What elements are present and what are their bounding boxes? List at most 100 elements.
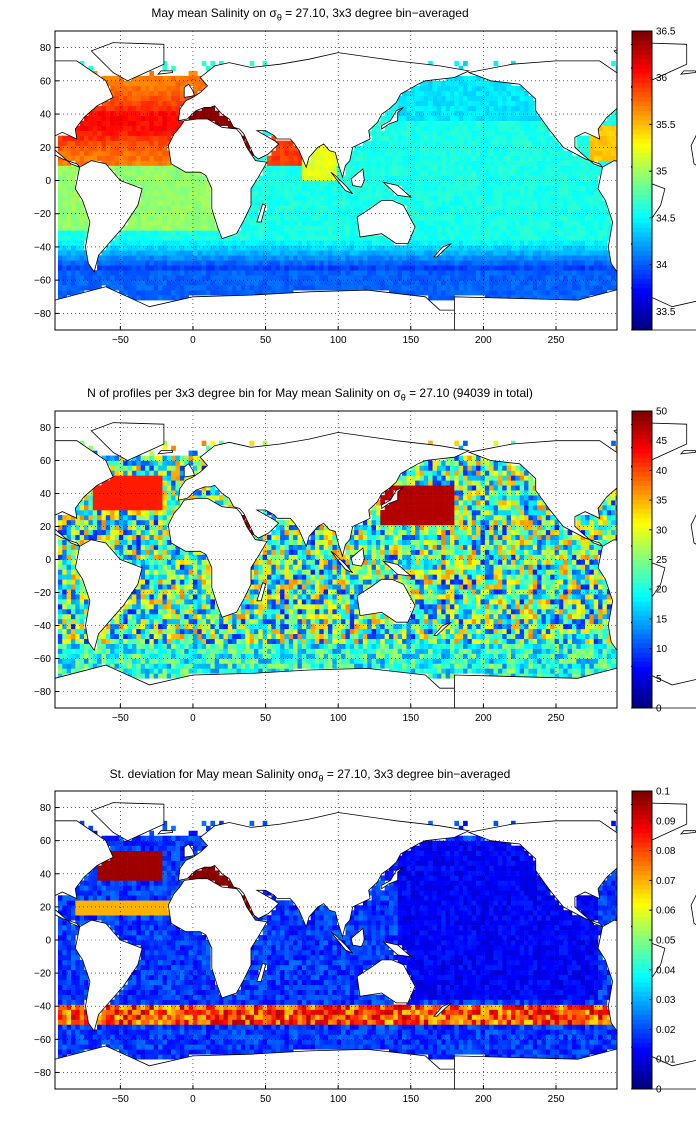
heatmap-cell: [389, 240, 394, 246]
heatmap-cell: [123, 135, 128, 141]
heatmap-cell: [454, 215, 460, 221]
heatmap-cell: [184, 255, 189, 261]
heatmap-cell: [441, 90, 446, 97]
heatmap-cell: [441, 673, 446, 679]
heatmap-cell: [349, 165, 355, 171]
heatmap-cell: [57, 135, 63, 141]
heatmap-cell: [131, 125, 137, 131]
heatmap-cell: [271, 170, 277, 176]
heatmap-cell: [293, 200, 298, 206]
heatmap-cell: [66, 175, 72, 181]
heatmap-cell: [271, 285, 277, 291]
heatmap-cell: [306, 230, 311, 236]
heatmap-cell: [467, 245, 473, 251]
heatmap-cell: [476, 185, 481, 191]
heatmap-cell: [358, 663, 364, 669]
heatmap-cell: [576, 190, 581, 196]
heatmap-cell: [458, 230, 464, 236]
heatmap-cell: [171, 75, 176, 82]
coastline: [356, 199, 416, 245]
heatmap-cell: [467, 160, 473, 166]
heatmap-cell: [436, 648, 442, 654]
heatmap-cell: [589, 175, 595, 181]
heatmap-cell: [136, 240, 141, 246]
heatmap-cell: [345, 215, 351, 221]
heatmap-cell: [519, 225, 525, 231]
heatmap-cell: [467, 180, 473, 186]
heatmap-cell: [419, 225, 425, 231]
heatmap-cell: [580, 285, 586, 291]
heatmap-cell: [428, 290, 433, 296]
heatmap-cell: [606, 663, 612, 669]
heatmap-cell: [571, 260, 577, 266]
heatmap-cell: [467, 230, 473, 236]
heatmap-cell: [602, 160, 608, 166]
heatmap-cell: [515, 170, 521, 176]
heatmap-cell: [502, 160, 507, 166]
heatmap-cell: [149, 185, 155, 191]
panel-3-title: St. deviation for May mean Salinity onσθ…: [50, 767, 570, 783]
heatmap-cell: [593, 215, 599, 221]
heatmap-cell: [341, 658, 346, 664]
heatmap-cell: [415, 270, 420, 276]
heatmap-cell: [528, 260, 534, 266]
heatmap-cell: [563, 220, 568, 226]
heatmap-cell: [445, 663, 451, 669]
heatmap-cell: [145, 270, 150, 276]
heatmap-cell: [114, 125, 120, 131]
heatmap-cell: [410, 200, 416, 206]
heatmap-cell: [463, 150, 468, 156]
heatmap-cell: [502, 175, 507, 181]
heatmap-cell: [184, 75, 189, 82]
heatmap-cell: [145, 165, 150, 171]
colorbar-step: [632, 292, 652, 298]
heatmap-cell: [253, 155, 259, 161]
heatmap-cell: [332, 275, 338, 281]
heatmap-cell: [319, 215, 324, 221]
heatmap-cell: [558, 285, 564, 291]
heatmap-cell: [306, 205, 311, 211]
heatmap-cell: [436, 80, 442, 87]
heatmap-cell: [140, 245, 146, 251]
heatmap-cell: [484, 110, 490, 117]
heatmap-cell: [110, 648, 115, 654]
heatmap-cell: [179, 270, 185, 276]
heatmap-cell: [70, 185, 76, 191]
heatmap-cell: [271, 200, 277, 206]
panel-2: −50 0 50 100 150 200 250806040200−20−40−60−805…: [0, 371, 696, 748]
heatmap-cell: [162, 235, 168, 241]
heatmap-cell: [284, 190, 290, 196]
heatmap-cell: [75, 663, 80, 669]
heatmap-cell: [314, 180, 320, 186]
heatmap-cell: [554, 270, 560, 276]
heatmap-cell: [441, 160, 446, 166]
heatmap-cell: [75, 220, 80, 226]
heatmap-cell: [297, 235, 303, 241]
heatmap-cell: [467, 290, 473, 296]
heatmap-cell: [510, 285, 516, 291]
heatmap-cell: [454, 60, 460, 67]
heatmap-cell: [458, 115, 464, 121]
heatmap-cell: [528, 160, 534, 166]
heatmap-cell: [162, 668, 168, 674]
heatmap-cell: [70, 195, 76, 201]
heatmap-cell: [288, 160, 294, 166]
heatmap-cell: [84, 140, 89, 146]
heatmap-cell: [585, 260, 590, 266]
heatmap-cell: [463, 80, 468, 87]
heatmap-cell: [480, 110, 486, 117]
heatmap-cell: [497, 250, 503, 256]
heatmap-cell: [515, 95, 521, 102]
heatmap-cell: [524, 265, 529, 271]
heatmap-cell: [450, 90, 455, 97]
heatmap-cell: [145, 210, 150, 216]
heatmap-cell: [545, 250, 551, 256]
heatmap-cell: [158, 175, 163, 181]
heatmap-cell: [598, 205, 603, 211]
heatmap-cell: [502, 663, 507, 669]
heatmap-cell: [580, 220, 586, 226]
heatmap-cell: [593, 653, 599, 659]
heatmap-cell: [70, 668, 76, 674]
heatmap-cell: [493, 290, 499, 296]
